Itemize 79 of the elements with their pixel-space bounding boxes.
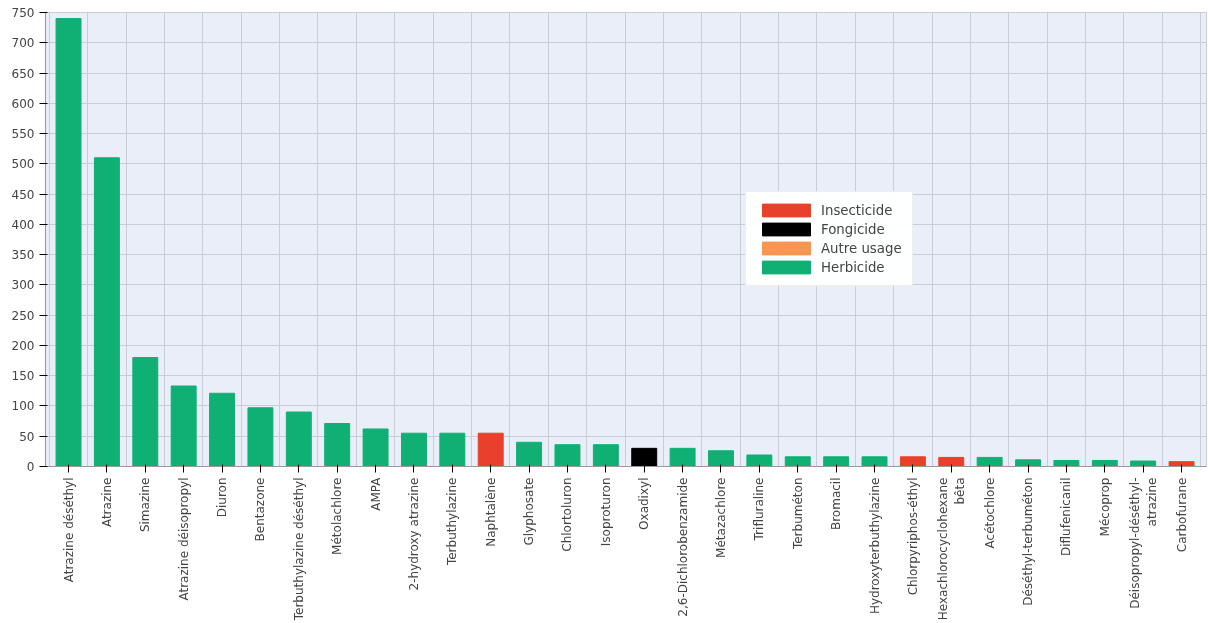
bar: [746, 454, 773, 467]
bar: [55, 18, 82, 467]
y-tick-label: 750: [11, 6, 35, 20]
x-tick-label: Acétochlore: [982, 477, 997, 549]
bar: [93, 157, 120, 467]
bar: [285, 411, 312, 467]
bar: [324, 423, 351, 467]
bar: [899, 456, 926, 467]
x-tick-label: Métazachlore: [713, 477, 728, 558]
x-tick-label: Atrazine déisopropyl: [176, 477, 191, 601]
y-tick-label: 700: [11, 36, 35, 51]
x-tick-label: Hydroxyterbuthylazine: [867, 477, 882, 615]
bar: [1130, 460, 1157, 467]
bar: [1015, 459, 1042, 467]
legend-label: Fongicide: [821, 221, 885, 237]
legend-label: Autre usage: [821, 240, 902, 256]
y-tick-label: 0: [26, 460, 35, 474]
y-tick-label: 650: [11, 66, 35, 81]
x-tick-label: Trifluraline: [752, 477, 767, 542]
bar: [1168, 461, 1195, 467]
y-tick-label: 150: [11, 369, 35, 384]
y-tick-label: 550: [11, 127, 35, 142]
y-tick-label: 400: [11, 217, 35, 232]
bar: [439, 432, 466, 467]
y-tick-label: 50: [19, 429, 35, 444]
x-tick-label: Atrazine déséthyl: [61, 477, 76, 583]
y-tick-label: 600: [11, 96, 35, 111]
x-tick-label: Bromacil: [829, 477, 844, 531]
bar: [1091, 459, 1118, 467]
bar: [209, 392, 236, 467]
bar: [1053, 459, 1080, 467]
bar: [592, 444, 619, 467]
x-tick-label: Chlortoluron: [560, 477, 575, 552]
x-tick-label: Simazine: [138, 477, 153, 533]
x-tick-label: Naphtalène: [483, 477, 498, 547]
y-tick-label: 100: [11, 399, 35, 414]
x-tick-label: Hexachlorocyclohexane bêta: [935, 477, 967, 621]
x-tick-label: Mécoprop: [1097, 477, 1112, 537]
x-tick-label: Atrazine: [99, 477, 114, 528]
x-tick-label: 2,6-Dichlorobenzamide: [675, 477, 690, 617]
y-tick-label: 300: [11, 278, 35, 293]
x-tick-label: Diflufenicanil: [1059, 477, 1074, 557]
bar: [516, 441, 543, 467]
legend-label: Herbicide: [821, 259, 885, 275]
x-tick-label: Glyphosate: [522, 477, 537, 546]
x-tick-label: Terbuthylazine: [445, 477, 460, 567]
y-tick-label: 350: [11, 248, 35, 263]
bar: [861, 456, 888, 467]
bar: [784, 456, 811, 467]
bar: [400, 432, 427, 467]
x-tick-label: Oxadixyl: [637, 477, 652, 530]
x-tick-label: Bentazone: [253, 477, 268, 542]
x-tick-label: Isoproturon: [598, 477, 613, 547]
y-tick-label: 250: [11, 308, 35, 323]
x-tick-label: 2-hydroxy atrazine: [406, 477, 421, 591]
x-tick-label: Diuron: [215, 477, 230, 518]
y-tick-label: 200: [11, 338, 35, 353]
x-tick-label: Terbuméton: [790, 477, 805, 551]
x-tick-label: Carbofurane: [1174, 477, 1189, 553]
y-tick-label: 450: [11, 187, 35, 202]
x-tick-label: Terbuthylazine déséthyl: [291, 477, 306, 622]
x-tick-label: Chlorpyriphos-éthyl: [905, 477, 920, 596]
bar: [170, 385, 197, 467]
x-tick-label: Déisopropyl-déséthyl- atrazine: [1127, 477, 1159, 609]
x-tick-label: Déséthyl-terbuméton: [1021, 477, 1036, 606]
bar: [669, 447, 696, 467]
bar: [362, 428, 389, 467]
bar: [247, 407, 274, 467]
y-tick-label: 500: [11, 157, 35, 172]
bar: [976, 456, 1003, 467]
bar: [823, 456, 850, 467]
bar: [938, 456, 965, 467]
x-tick-label: AMPA: [368, 476, 383, 511]
legend-label: Insecticide: [821, 202, 893, 218]
bar: [477, 432, 504, 467]
bar: [554, 444, 581, 467]
x-tick-label: Métolachlore: [330, 477, 345, 555]
bar: [708, 450, 734, 467]
bar: [132, 357, 159, 467]
